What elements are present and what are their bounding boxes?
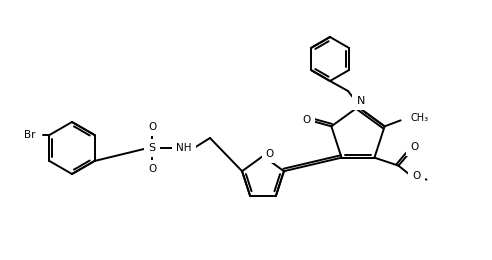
Text: O: O [148,122,156,132]
Text: Br: Br [24,130,35,140]
Text: S: S [149,143,155,153]
Text: O: O [410,142,419,152]
Text: CH₃: CH₃ [411,113,429,123]
Text: O: O [412,171,421,181]
Text: O: O [302,115,310,125]
Text: O: O [266,149,274,159]
Text: NH: NH [176,143,192,153]
Text: N: N [357,96,365,106]
Text: O: O [148,164,156,174]
